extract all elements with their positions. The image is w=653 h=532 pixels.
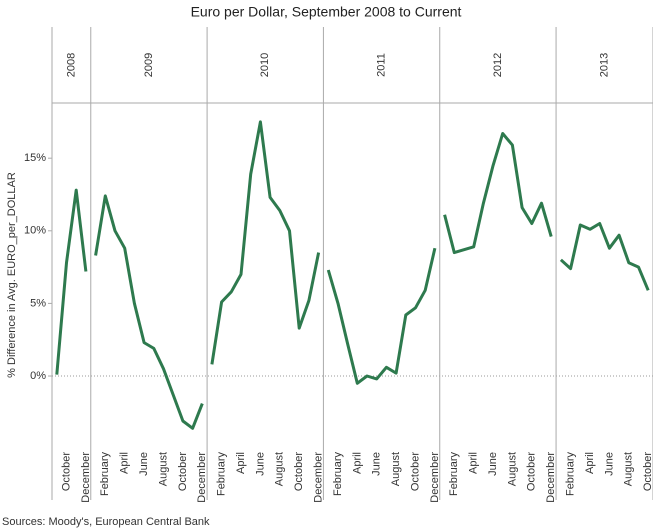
x-tick-label: October	[177, 452, 189, 491]
x-tick-label: April	[468, 452, 480, 474]
x-tick-label: October	[409, 452, 421, 491]
x-tick-label: August	[274, 452, 286, 486]
x-tick-label: December	[429, 452, 441, 503]
x-tick-label: December	[312, 452, 324, 503]
x-tick-label: December	[545, 452, 557, 503]
x-tick-label: October	[293, 452, 305, 491]
y-tick-label: 15%	[24, 152, 46, 164]
data-line	[94, 194, 204, 430]
x-tick-label: February	[448, 452, 460, 497]
x-tick-label: December	[196, 452, 208, 503]
y-axis-title: % Difference in Avg. EURO_per_DOLLAR	[6, 172, 18, 378]
y-tick-label: 5%	[30, 297, 46, 309]
x-tick-label: June	[254, 452, 266, 476]
source: Sources: Moody's, European Central Bank	[2, 516, 210, 528]
x-tick-label: February	[216, 452, 228, 497]
x-tick-label: August	[506, 452, 518, 486]
year-label: 2010	[259, 53, 271, 77]
x-tick-label: June	[603, 452, 615, 476]
x-tick-label: August	[623, 452, 635, 486]
data-line	[559, 222, 650, 291]
year-label: 2012	[492, 53, 504, 77]
x-tick-label: October	[60, 452, 72, 491]
x-tick-label: June	[487, 452, 499, 476]
year-label: 2011	[375, 53, 387, 77]
x-tick-label: April	[584, 452, 596, 474]
year-label: 2009	[143, 53, 155, 77]
x-tick-label: April	[351, 452, 363, 474]
x-tick-label: August	[157, 452, 169, 486]
chart-title: Euro per Dollar, September 2008 to Curre…	[191, 4, 462, 20]
y-tick-label: 10%	[24, 225, 46, 237]
x-tick-label: October	[642, 452, 653, 491]
x-tick-label: June	[371, 452, 383, 476]
year-label: 2008	[65, 53, 77, 77]
x-tick-label: August	[390, 452, 402, 486]
x-tick-label: October	[526, 452, 538, 491]
data-line	[210, 120, 321, 365]
y-tick-label: 0%	[30, 370, 46, 382]
x-tick-label: April	[119, 452, 131, 474]
data-line	[326, 247, 437, 385]
x-tick-label: February	[99, 452, 111, 497]
x-tick-label: February	[565, 452, 577, 497]
x-tick-label: December	[80, 452, 92, 503]
x-tick-label: June	[138, 452, 150, 476]
data-line	[443, 132, 553, 255]
x-tick-label: April	[235, 452, 247, 474]
data-line	[55, 188, 88, 375]
x-tick-label: February	[332, 452, 344, 497]
year-label: 2013	[598, 53, 610, 77]
